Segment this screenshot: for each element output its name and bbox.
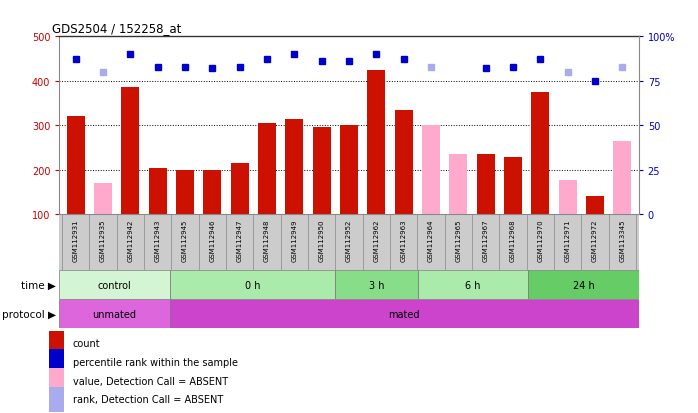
Bar (49, 331, 64, 356)
Bar (614, 142, 631, 215)
Text: unmated: unmated (93, 309, 137, 319)
Text: GSM112931: GSM112931 (73, 219, 79, 262)
Bar (586, 197, 604, 215)
Bar (558, 180, 577, 215)
Bar (313, 128, 331, 215)
Text: GSM112963: GSM112963 (401, 219, 407, 262)
Text: protocol ▶: protocol ▶ (2, 309, 56, 319)
Bar (504, 158, 522, 215)
Bar (258, 124, 276, 215)
Bar (477, 155, 494, 215)
Text: GSM112946: GSM112946 (209, 219, 216, 261)
Bar (395, 110, 413, 215)
Bar (422, 126, 440, 215)
Bar (231, 164, 248, 215)
Text: GSM112968: GSM112968 (510, 219, 516, 262)
Text: GSM112950: GSM112950 (319, 219, 325, 261)
Bar (335, 271, 418, 299)
Bar (121, 88, 140, 215)
Text: 0 h: 0 h (245, 280, 260, 290)
Text: GSM112971: GSM112971 (565, 219, 571, 262)
Text: count: count (73, 339, 101, 349)
Bar (204, 170, 221, 215)
Text: mated: mated (388, 309, 420, 319)
Text: time ▶: time ▶ (21, 280, 56, 290)
Text: GSM112935: GSM112935 (100, 219, 106, 261)
Text: percentile rank within the sample: percentile rank within the sample (73, 357, 237, 367)
Bar (367, 71, 385, 215)
Text: 6 h: 6 h (466, 280, 481, 290)
Text: GSM112962: GSM112962 (373, 219, 379, 261)
Bar (59, 299, 170, 328)
Text: GSM112967: GSM112967 (482, 219, 489, 262)
Bar (418, 271, 528, 299)
Text: GSM112943: GSM112943 (155, 219, 161, 261)
Bar (149, 168, 167, 215)
Bar (450, 155, 467, 215)
Bar (176, 170, 194, 215)
Bar (67, 117, 84, 215)
Text: GSM112970: GSM112970 (537, 219, 543, 262)
Text: GSM112965: GSM112965 (455, 219, 461, 261)
Text: value, Detection Call = ABSENT: value, Detection Call = ABSENT (73, 376, 228, 386)
Bar (285, 119, 303, 215)
Text: GDS2504 / 152258_at: GDS2504 / 152258_at (52, 22, 181, 35)
Bar (49, 368, 64, 394)
Text: 24 h: 24 h (572, 280, 595, 290)
Bar (59, 271, 170, 299)
Text: rank, Detection Call = ABSENT: rank, Detection Call = ABSENT (73, 394, 223, 404)
Text: GSM112942: GSM112942 (127, 219, 133, 261)
Text: GSM112964: GSM112964 (428, 219, 434, 261)
Bar (94, 184, 112, 215)
Bar (49, 387, 64, 412)
Bar (170, 271, 335, 299)
Text: control: control (98, 280, 131, 290)
Bar (340, 126, 358, 215)
Text: GSM112952: GSM112952 (346, 219, 352, 261)
Text: GSM112947: GSM112947 (237, 219, 243, 261)
Text: GSM113345: GSM113345 (619, 219, 625, 261)
Bar (49, 349, 64, 375)
Bar (528, 271, 639, 299)
Text: 3 h: 3 h (369, 280, 385, 290)
Bar (531, 93, 549, 215)
Text: GSM112972: GSM112972 (592, 219, 598, 261)
Bar (170, 299, 639, 328)
Text: GSM112945: GSM112945 (182, 219, 188, 261)
Text: GSM112948: GSM112948 (264, 219, 270, 261)
Text: GSM112949: GSM112949 (291, 219, 297, 261)
